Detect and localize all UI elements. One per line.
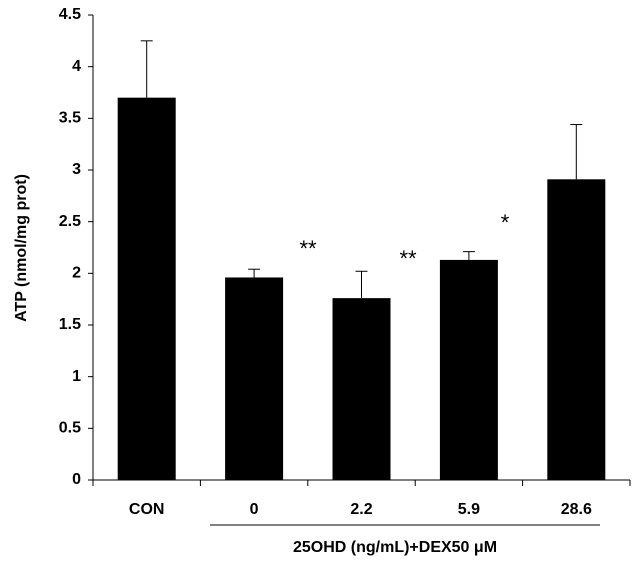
error-bar (570, 124, 583, 180)
significance-annotation: ** (399, 246, 417, 271)
x-tick-label: 2.2 (350, 501, 372, 518)
error-bar (462, 251, 475, 260)
y-tick-label: 1 (72, 368, 81, 385)
y-tick-label: 0 (72, 471, 81, 488)
y-axis-label: ATP (nmol/mg prot) (13, 174, 30, 322)
y-tick-label: 3.5 (59, 110, 81, 127)
error-bar (355, 270, 368, 299)
y-tick-label: 4 (72, 58, 81, 75)
y-tick-label: 3 (72, 161, 81, 178)
y-tick-label: 2 (72, 265, 81, 282)
x-tick-label: 28.6 (561, 501, 592, 518)
bar (439, 259, 498, 480)
y-tick-label: 2.5 (59, 213, 81, 230)
bar (225, 277, 284, 480)
y-tick-label: 4.5 (59, 6, 81, 23)
x-tick-label: 5.9 (458, 501, 480, 518)
x-tick-label: CON (129, 501, 165, 518)
group-label: 25OHD (ng/mL)+DEX50 μM (293, 539, 497, 556)
error-bar (140, 40, 153, 98)
error-bar (248, 268, 261, 278)
bar (332, 298, 391, 480)
bar (117, 97, 176, 481)
y-tick-label: 0.5 (59, 420, 81, 437)
bar (547, 179, 606, 481)
x-tick-label: 0 (250, 501, 259, 518)
y-tick-label: 1.5 (59, 316, 81, 333)
significance-annotation: ** (299, 236, 317, 261)
significance-annotation: * (501, 210, 510, 235)
